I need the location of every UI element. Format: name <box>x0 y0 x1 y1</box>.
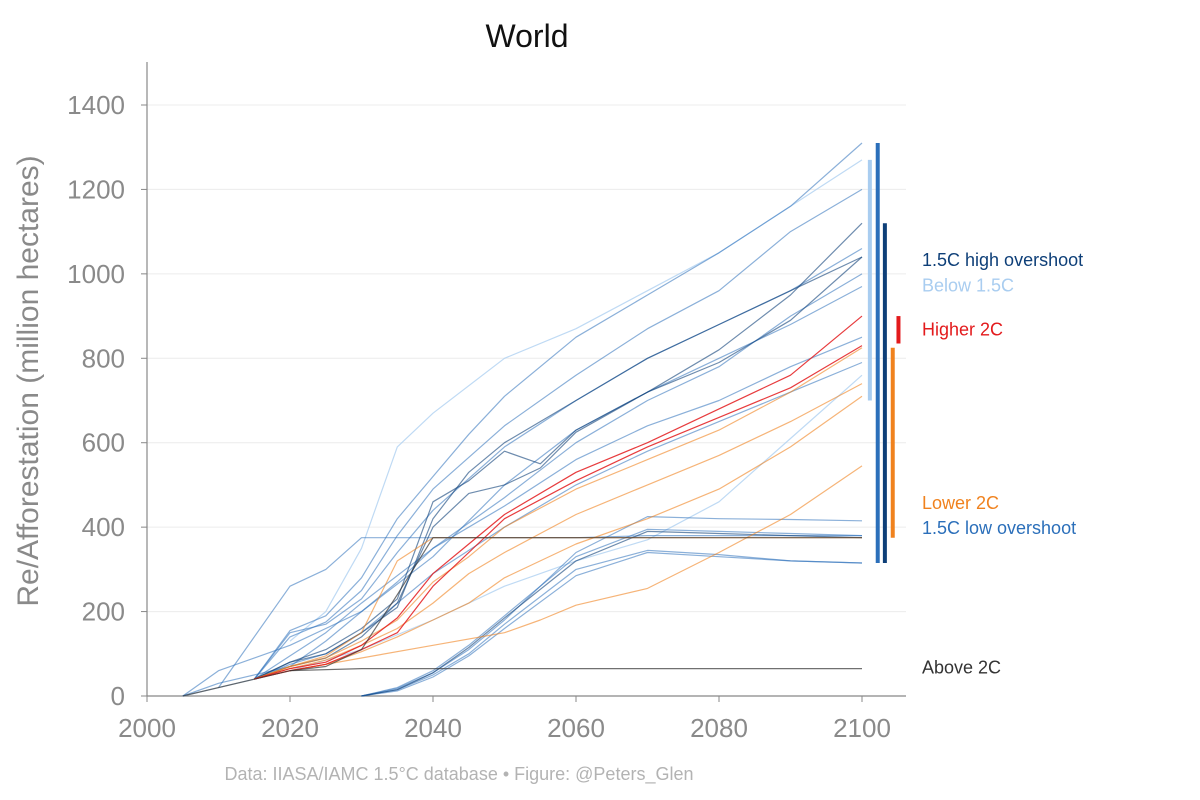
series-line-above-2c <box>289 537 862 672</box>
legend-label-higher-2c: Higher 2C <box>922 320 1003 340</box>
series-line-higher-2c <box>254 345 863 680</box>
y-tick-label: 1400 <box>67 90 125 120</box>
legend-label-lower-2c: Lower 2C <box>922 493 999 513</box>
series-line-lower-2c <box>254 383 863 680</box>
y-tick-label: 1000 <box>67 259 125 289</box>
series-line-above-2c <box>182 667 862 697</box>
range-bars <box>867 142 901 564</box>
gridlines <box>147 104 906 613</box>
legend-label-above-2c: Above 2C <box>922 657 1001 677</box>
x-tick-label: 2040 <box>404 713 462 743</box>
series-line-lower-2c <box>254 347 863 680</box>
series-line-1-5c-low-overshoot <box>253 247 863 680</box>
series-line-lower-2c <box>289 465 863 672</box>
y-tick-label: 400 <box>82 512 125 542</box>
y-axis-label: Re/Afforestation (million hectares) <box>12 155 45 606</box>
y-tick-label: 0 <box>111 681 125 711</box>
series-line-1-5c-low-overshoot <box>254 361 863 680</box>
series-line-1-5c-low-overshoot <box>361 549 863 697</box>
series-line-1-5c-low-overshoot <box>182 285 863 697</box>
chart-caption: Data: IIASA/IAMC 1.5°C database • Figure… <box>225 764 694 785</box>
x-tick-label: 2080 <box>690 713 748 743</box>
x-tick-label: 2020 <box>261 713 319 743</box>
legend: 1.5C high overshoot Below 1.5C Higher 2C Lo… <box>922 250 1083 677</box>
y-tick-label: 1200 <box>67 174 125 204</box>
y-tick-label: 800 <box>82 343 125 373</box>
tick-labels: 0 200 400 600 800 1000 1200 1400 2000 2020 2040 206… <box>67 90 891 743</box>
legend-label-below-1-5c: Below 1.5C <box>922 275 1014 295</box>
series-line-1-5c-high-overshoot <box>254 256 863 680</box>
series-line-higher-2c <box>254 315 863 680</box>
y-tick-label: 600 <box>82 428 125 458</box>
series-line-1-5c-high-overshoot <box>254 256 863 680</box>
series-line-1-5c-high-overshoot <box>254 222 863 680</box>
legend-label-1-5c-low-overshoot: 1.5C low overshoot <box>922 518 1076 538</box>
series-lines <box>182 142 863 697</box>
legend-label-1-5c-high-overshoot: 1.5C high overshoot <box>922 250 1083 270</box>
series-line-1-5c-low-overshoot <box>253 142 863 680</box>
series-line-1-5c-low-overshoot <box>253 273 863 680</box>
x-tick-label: 2060 <box>547 713 605 743</box>
x-tick-label: 2000 <box>118 713 176 743</box>
chart-title: World <box>486 18 569 54</box>
series-line-1-5c-low-overshoot <box>253 188 863 680</box>
series-line-1-5c-high-overshoot <box>361 530 863 697</box>
axes <box>141 62 906 702</box>
series-line-1-5c-low-overshoot <box>361 551 863 697</box>
y-tick-label: 200 <box>82 597 125 627</box>
x-tick-label: 2100 <box>833 713 891 743</box>
